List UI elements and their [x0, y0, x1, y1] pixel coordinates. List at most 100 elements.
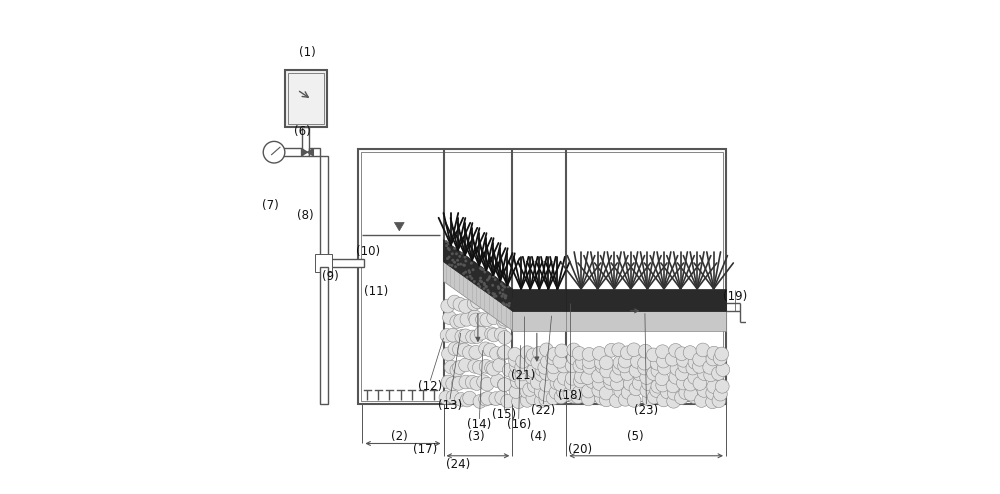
Circle shape	[656, 345, 669, 359]
Circle shape	[567, 351, 581, 365]
Circle shape	[459, 263, 462, 266]
Circle shape	[462, 272, 465, 275]
Circle shape	[696, 343, 710, 357]
Circle shape	[510, 375, 524, 389]
Circle shape	[612, 343, 626, 357]
Circle shape	[448, 342, 462, 356]
Circle shape	[706, 386, 720, 400]
Circle shape	[707, 379, 721, 393]
Circle shape	[530, 375, 544, 389]
Circle shape	[459, 375, 473, 389]
Circle shape	[507, 286, 510, 288]
Circle shape	[547, 368, 561, 381]
Circle shape	[464, 259, 467, 262]
Circle shape	[483, 271, 486, 274]
Circle shape	[523, 383, 537, 396]
Circle shape	[493, 358, 506, 372]
Circle shape	[651, 364, 665, 377]
Polygon shape	[307, 149, 313, 156]
Circle shape	[458, 255, 461, 258]
Circle shape	[638, 361, 651, 375]
Circle shape	[651, 379, 665, 393]
Circle shape	[441, 299, 455, 313]
Circle shape	[486, 288, 489, 291]
Circle shape	[658, 361, 671, 375]
Circle shape	[535, 363, 549, 376]
Circle shape	[563, 386, 577, 400]
Circle shape	[470, 277, 473, 280]
Circle shape	[642, 377, 656, 391]
Text: (13): (13)	[438, 399, 462, 412]
Circle shape	[457, 343, 471, 357]
Circle shape	[453, 297, 467, 311]
Circle shape	[479, 295, 492, 309]
Circle shape	[573, 374, 587, 388]
Circle shape	[516, 354, 529, 368]
Circle shape	[695, 394, 708, 408]
Circle shape	[599, 356, 613, 370]
Circle shape	[450, 264, 453, 267]
Circle shape	[509, 385, 523, 399]
Circle shape	[594, 356, 608, 370]
Circle shape	[502, 292, 505, 295]
Bar	[315, 254, 332, 272]
Circle shape	[480, 280, 483, 283]
Circle shape	[669, 370, 683, 384]
Circle shape	[539, 393, 553, 407]
Circle shape	[488, 275, 491, 278]
Circle shape	[491, 299, 505, 313]
Circle shape	[547, 347, 561, 361]
Circle shape	[496, 295, 509, 309]
Circle shape	[627, 343, 641, 357]
Circle shape	[472, 361, 486, 374]
Circle shape	[609, 394, 623, 408]
Bar	[285, 70, 327, 126]
Circle shape	[462, 346, 476, 360]
Text: (17): (17)	[413, 443, 437, 456]
Circle shape	[469, 345, 483, 359]
Bar	[361, 152, 723, 401]
Circle shape	[492, 275, 495, 278]
Text: (19): (19)	[723, 289, 747, 303]
Circle shape	[477, 283, 480, 286]
Circle shape	[479, 267, 482, 270]
Circle shape	[508, 347, 522, 361]
Circle shape	[555, 344, 569, 358]
Circle shape	[665, 352, 679, 366]
Circle shape	[582, 355, 596, 369]
Circle shape	[440, 329, 454, 342]
Polygon shape	[512, 311, 566, 330]
Circle shape	[502, 363, 516, 377]
Circle shape	[446, 390, 460, 404]
Text: (8): (8)	[297, 208, 313, 222]
Bar	[302, 126, 309, 156]
Text: (7): (7)	[262, 199, 278, 212]
Circle shape	[565, 371, 579, 385]
Circle shape	[676, 353, 690, 367]
Circle shape	[595, 360, 609, 373]
Circle shape	[515, 367, 529, 381]
Circle shape	[476, 313, 489, 327]
Text: (10): (10)	[356, 246, 380, 258]
Circle shape	[470, 376, 484, 390]
Polygon shape	[394, 222, 404, 231]
Circle shape	[451, 252, 454, 255]
Circle shape	[650, 356, 664, 370]
Text: (12): (12)	[418, 380, 442, 394]
Circle shape	[483, 299, 496, 313]
Circle shape	[453, 342, 466, 356]
Circle shape	[553, 354, 567, 368]
Circle shape	[483, 282, 486, 285]
Circle shape	[712, 367, 725, 380]
Circle shape	[620, 346, 634, 360]
Circle shape	[447, 247, 450, 250]
Circle shape	[534, 385, 548, 398]
Circle shape	[479, 360, 493, 373]
Circle shape	[618, 354, 632, 368]
Circle shape	[688, 370, 702, 384]
Circle shape	[638, 344, 652, 358]
Circle shape	[439, 391, 453, 405]
Circle shape	[450, 315, 464, 329]
Circle shape	[487, 311, 501, 325]
Circle shape	[610, 369, 624, 382]
